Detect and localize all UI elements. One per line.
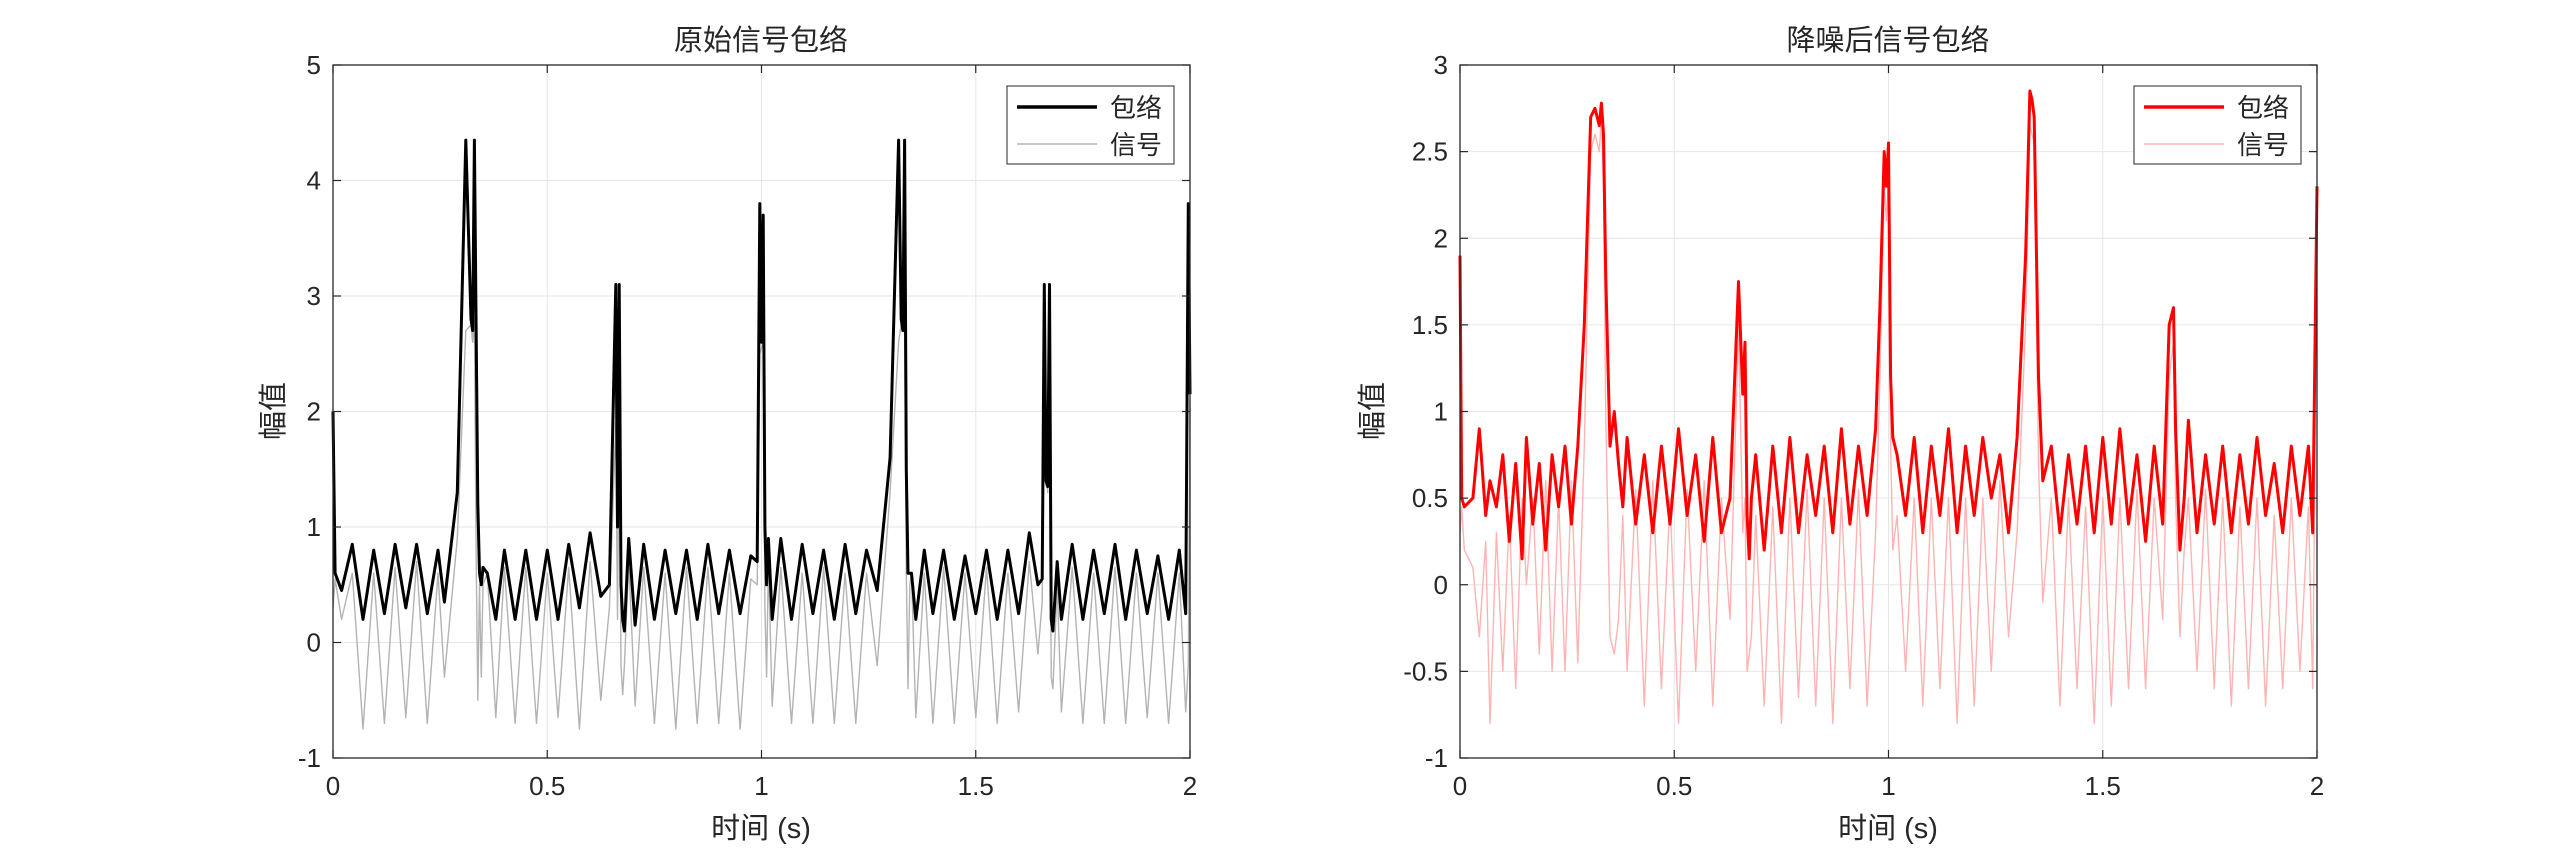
- series-layer: [331, 138, 1192, 730]
- series-envelope-line: [1458, 89, 2319, 561]
- y-tick-label: -0.5: [1403, 656, 1448, 686]
- y-tick-label: 5: [307, 50, 321, 80]
- y-axis-label: 幅值: [1356, 382, 1389, 440]
- y-tick-label: 2.5: [1412, 137, 1448, 167]
- ticks: 0 0.5 1 1.5 2 -1 -0.5 0 0.5 1 1.5 2 2.5 3: [1403, 50, 2324, 801]
- x-tick-label: 0: [326, 771, 340, 801]
- y-tick-label: 1: [1434, 397, 1448, 427]
- y-tick-label: 0: [1434, 570, 1448, 600]
- y-tick-label: 2: [307, 397, 321, 427]
- y-tick-label: -1: [298, 743, 321, 773]
- legend-label-envelope: 包络: [1110, 93, 1162, 123]
- y-tick-label: 3: [307, 281, 321, 311]
- y-tick-label: 3: [1434, 50, 1448, 80]
- y-tick-label: 1: [307, 512, 321, 542]
- x-tick-label: 1: [1881, 771, 1895, 801]
- legend-box: [2133, 85, 2302, 165]
- legend: 包络 信号: [2133, 85, 2302, 165]
- y-tick-label: 2: [1434, 223, 1448, 253]
- x-tick-label: 2: [1183, 771, 1197, 801]
- y-axis-label: 幅值: [257, 382, 290, 440]
- y-tick-label: 4: [307, 166, 321, 196]
- series-envelope-line: [331, 138, 1192, 633]
- x-tick-label: 1.5: [958, 771, 994, 801]
- x-axis-label: 时间 (s): [711, 812, 811, 845]
- legend-label-envelope: 包络: [2237, 93, 2289, 123]
- chart-title: 降噪后信号包络: [1786, 24, 1989, 57]
- x-tick-label: 1: [754, 771, 768, 801]
- x-tick-label: 0: [1453, 771, 1467, 801]
- x-tick-label: 2: [2310, 771, 2324, 801]
- series-signal-line: [1459, 116, 2318, 725]
- y-tick-label: 1.5: [1412, 310, 1448, 340]
- legend-box: [1006, 85, 1175, 165]
- x-axis-label: 时间 (s): [1838, 812, 1938, 845]
- y-tick-label: -1: [1425, 743, 1448, 773]
- x-tick-label: 0.5: [1656, 771, 1692, 801]
- x-tick-label: 0.5: [529, 771, 565, 801]
- x-tick-label: 1.5: [2085, 771, 2121, 801]
- y-tick-label: 0.5: [1412, 483, 1448, 513]
- series-layer: [1458, 89, 2319, 725]
- chart-denoised-envelope: 0 0.5 1 1.5 2 -1 -0.5 0 0.5 1 1.5 2 2.5 3 降噪后信号包络 时间 …: [1356, 24, 2324, 845]
- chart-title: 原始信号包络: [674, 24, 848, 57]
- legend-label-signal: 信号: [2237, 130, 2289, 160]
- y-tick-label: 0: [307, 628, 321, 658]
- legend-label-signal: 信号: [1110, 130, 1162, 160]
- legend: 包络 信号: [1006, 85, 1175, 165]
